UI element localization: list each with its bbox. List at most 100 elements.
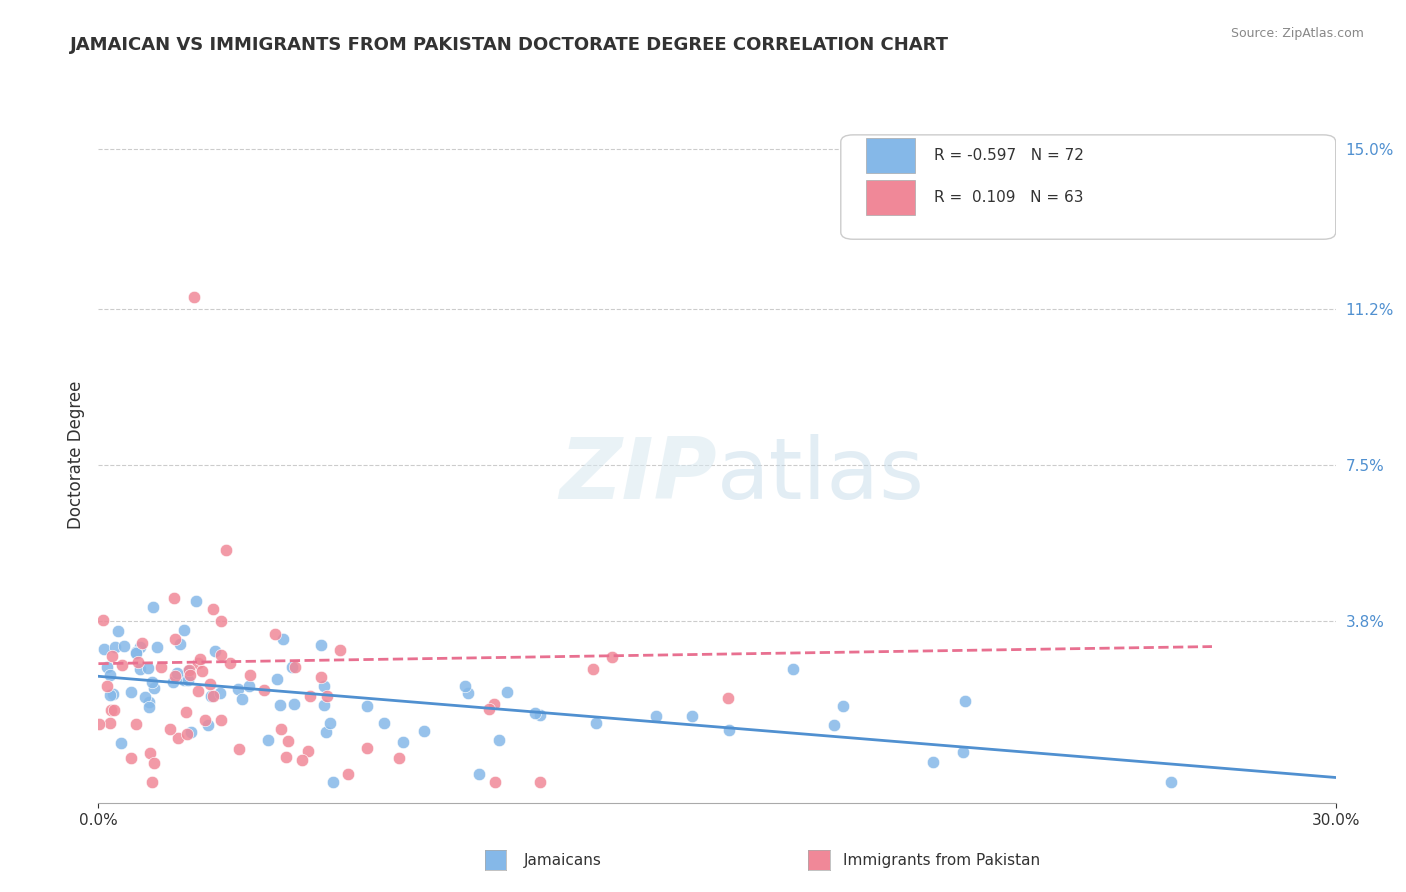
Point — [204, 644, 226, 658]
Point — [96, 679, 118, 693]
Point — [162, 591, 184, 605]
Point — [281, 659, 304, 673]
Point — [98, 715, 121, 730]
Point — [136, 661, 159, 675]
Point — [138, 700, 160, 714]
Point — [311, 670, 333, 684]
Point — [173, 673, 195, 688]
Point — [228, 681, 250, 696]
Point — [198, 677, 221, 691]
Text: atlas: atlas — [717, 434, 925, 517]
Point — [718, 723, 741, 738]
Point — [312, 679, 335, 693]
Text: Immigrants from Pakistan: Immigrants from Pakistan — [844, 854, 1040, 868]
Point — [600, 650, 623, 665]
Point — [179, 668, 201, 682]
Point — [274, 750, 297, 764]
Point — [142, 599, 165, 614]
Point — [337, 767, 360, 781]
Point — [96, 660, 118, 674]
Point — [209, 686, 232, 700]
Point — [291, 753, 314, 767]
Point — [488, 732, 510, 747]
Point — [183, 290, 205, 304]
Point — [120, 751, 142, 765]
Point — [143, 756, 166, 770]
Point — [269, 698, 291, 713]
Point — [284, 660, 307, 674]
Point — [453, 680, 475, 694]
Point — [110, 736, 132, 750]
Point — [271, 632, 294, 647]
Point — [141, 774, 163, 789]
Point — [266, 672, 288, 686]
Point — [373, 716, 395, 731]
Point — [529, 774, 551, 789]
Point — [100, 703, 122, 717]
Point — [111, 657, 134, 672]
Point — [177, 665, 200, 679]
Point — [103, 703, 125, 717]
Point — [231, 692, 253, 706]
Point — [582, 662, 605, 676]
Point — [238, 679, 260, 693]
Point — [782, 662, 804, 676]
Point — [468, 767, 491, 781]
Point — [952, 746, 974, 760]
Point — [112, 639, 135, 653]
Point — [166, 731, 188, 746]
Point — [277, 734, 299, 748]
Point — [159, 722, 181, 736]
Point — [315, 725, 337, 739]
Point — [1160, 774, 1182, 789]
Point — [107, 624, 129, 638]
Point — [329, 642, 352, 657]
Point — [299, 689, 322, 703]
Point — [93, 642, 115, 657]
Point — [209, 614, 232, 628]
Point — [209, 648, 232, 663]
Point — [215, 542, 238, 557]
Text: Jamaicans: Jamaicans — [523, 854, 602, 868]
Text: R =  0.109   N = 63: R = 0.109 N = 63 — [934, 190, 1083, 205]
Point — [125, 646, 148, 660]
Point — [585, 716, 607, 731]
Point — [482, 697, 505, 711]
Point — [98, 668, 121, 682]
Point — [103, 687, 125, 701]
Point — [149, 660, 172, 674]
Point — [129, 662, 152, 676]
Point — [124, 645, 146, 659]
Point — [162, 675, 184, 690]
Point — [202, 602, 225, 616]
Point — [717, 691, 740, 706]
Point — [314, 698, 336, 713]
Point — [141, 674, 163, 689]
Text: Source: ZipAtlas.com: Source: ZipAtlas.com — [1230, 27, 1364, 40]
Point — [921, 756, 943, 770]
Point — [457, 686, 479, 700]
Text: ZIP: ZIP — [560, 434, 717, 517]
Point — [120, 685, 142, 699]
Point — [146, 640, 169, 655]
Point — [388, 751, 411, 765]
Point — [228, 742, 250, 756]
Point — [823, 718, 845, 732]
Point — [187, 684, 209, 698]
Point — [129, 640, 152, 654]
Point — [98, 688, 121, 702]
Point — [194, 713, 217, 727]
Point — [191, 664, 214, 678]
Point — [104, 640, 127, 654]
Y-axis label: Doctorate Degree: Doctorate Degree — [66, 381, 84, 529]
Point — [644, 709, 666, 723]
Point — [177, 663, 200, 677]
Point — [484, 774, 506, 789]
Point — [297, 743, 319, 757]
Point — [200, 689, 222, 703]
Point — [127, 655, 149, 669]
Point — [253, 683, 276, 698]
Point — [496, 685, 519, 699]
Point — [188, 652, 211, 666]
Text: R = -0.597   N = 72: R = -0.597 N = 72 — [934, 148, 1084, 163]
